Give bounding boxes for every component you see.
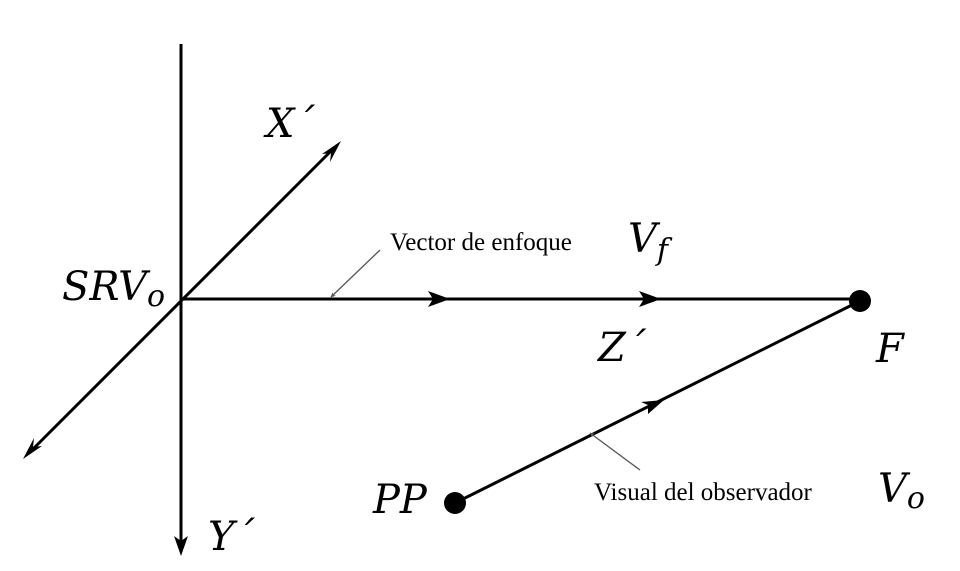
focus-vector-caption: Vector de enfoque: [390, 229, 572, 256]
focus-point-dot: [849, 290, 871, 312]
origin-label: SRVo: [62, 264, 165, 314]
observer-point-label: PP: [372, 477, 428, 523]
focus-vector-symbol: Vf: [628, 216, 673, 268]
origin-label-main: SRV: [62, 264, 151, 310]
focus-vector-symbol-main: V: [628, 216, 661, 262]
observer-visual-arrowhead: [641, 400, 664, 414]
z-axis-arrowhead-2: [639, 291, 661, 307]
focus-vector-symbol-subscript: f: [655, 233, 673, 268]
z-axis-label: Z´: [596, 325, 647, 371]
z-axis-arrowhead-1: [428, 291, 450, 307]
observer-point-dot: [444, 492, 466, 514]
focus-point-label: F: [875, 326, 905, 372]
observer-visual-caption: Visual del observador: [594, 479, 813, 506]
x-axis-label: X´: [263, 101, 315, 147]
observer-visual-pointer: [589, 432, 641, 471]
observer-visual-symbol: Vo: [878, 466, 925, 516]
observer-visual-symbol-subscript: o: [907, 481, 925, 516]
origin-label-subscript: o: [147, 279, 165, 314]
y-axis-arrowhead: [174, 536, 188, 556]
y-axis-label: Y´: [208, 514, 255, 560]
x-axis-arrowhead: [322, 141, 341, 162]
focus-vector-pointer: [330, 249, 381, 298]
x-axis-negative-arrowhead: [23, 438, 42, 459]
observer-visual-symbol-main: V: [878, 466, 911, 512]
